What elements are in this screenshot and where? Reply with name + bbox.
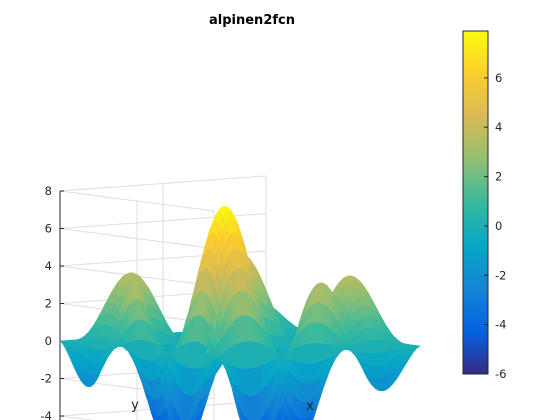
surface-patch	[151, 413, 155, 420]
surface-patch	[413, 345, 421, 349]
surface-patch	[238, 405, 244, 420]
x-axis-label: x	[306, 399, 314, 414]
z-tick-label: -2	[41, 372, 52, 386]
surface-plot	[59, 206, 421, 420]
surface-patch	[262, 410, 268, 420]
z-tick-label: 6	[45, 222, 52, 236]
colorbar-fill	[462, 30, 489, 375]
chart-title: alpinen2fcn	[209, 13, 295, 28]
colorbar-tick-label: 6	[495, 71, 502, 85]
colorbar-tick-label: -6	[495, 367, 506, 381]
colorbar-tick-label: 4	[495, 120, 502, 134]
surface-patch	[242, 412, 247, 420]
colorbar: 6 4 2 0 -2 -4 -6	[462, 30, 506, 381]
colorbar-tick-label: 0	[495, 219, 502, 233]
z-tick-label: 8	[45, 184, 52, 198]
colorbar-tick-label: -2	[495, 268, 506, 282]
z-tick-label: 2	[45, 297, 52, 311]
z-tick-label: 0	[45, 334, 52, 348]
colorbar-tick-label: 2	[495, 170, 502, 184]
z-tick-label: 4	[45, 259, 52, 273]
z-tick-label: -4	[41, 409, 52, 420]
colorbar-tick-label: -4	[495, 318, 506, 332]
colorbar-ticks: 6 4 2 0 -2 -4 -6	[484, 71, 506, 381]
surface-patch	[259, 416, 264, 420]
y-axis-label: y	[131, 398, 139, 413]
